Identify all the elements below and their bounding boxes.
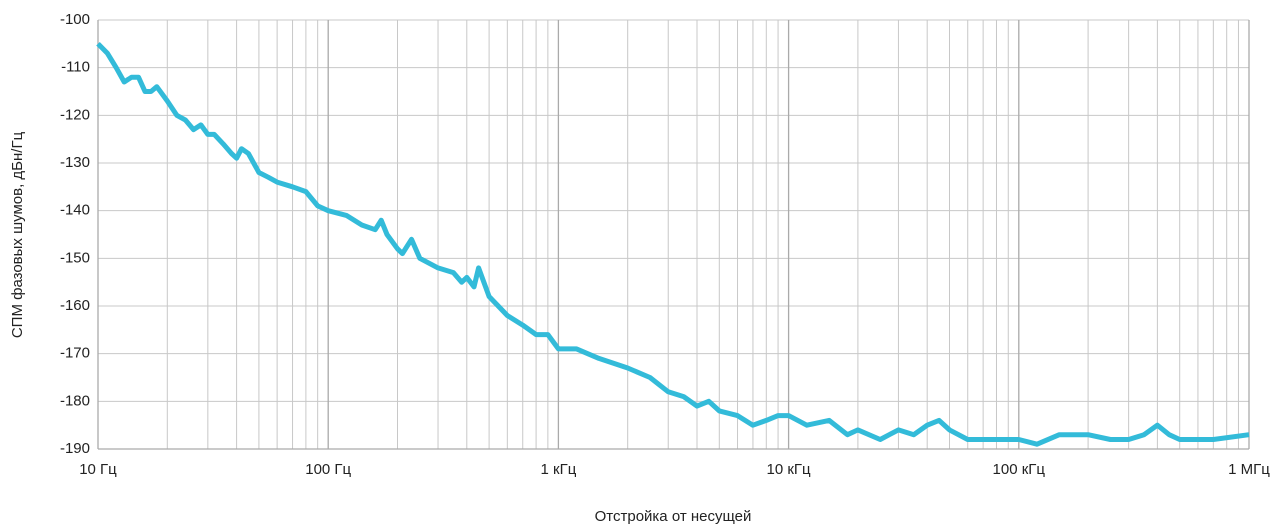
y-tick-label: -190 [60, 440, 90, 457]
x-tick-label: 10 Гц [79, 461, 117, 478]
y-tick-label: -170 [60, 345, 90, 362]
x-axis-title: Отстройка от несущей [595, 508, 752, 525]
y-tick-label: -110 [61, 59, 90, 76]
data-line [96, 42, 1250, 447]
x-tick-label: 10 кГц [767, 461, 812, 478]
y-tick-label: -100 [60, 11, 90, 28]
y-axis-title: СПМ фазовых шумов, дБн/Гц [9, 131, 26, 338]
x-tick-label: 100 Гц [305, 461, 351, 478]
y-tick-label: -130 [60, 154, 90, 171]
y-tick-label: -120 [60, 106, 90, 123]
y-tick-label: -140 [60, 202, 90, 219]
y-tick-label: -180 [60, 392, 90, 409]
x-tick-label: 100 кГц [993, 461, 1046, 478]
y-tick-label: -160 [60, 297, 90, 314]
y-tick-label: -150 [60, 249, 90, 266]
x-tick-label: 1 МГц [1228, 461, 1270, 478]
x-tick-label: 1 кГц [541, 461, 577, 478]
